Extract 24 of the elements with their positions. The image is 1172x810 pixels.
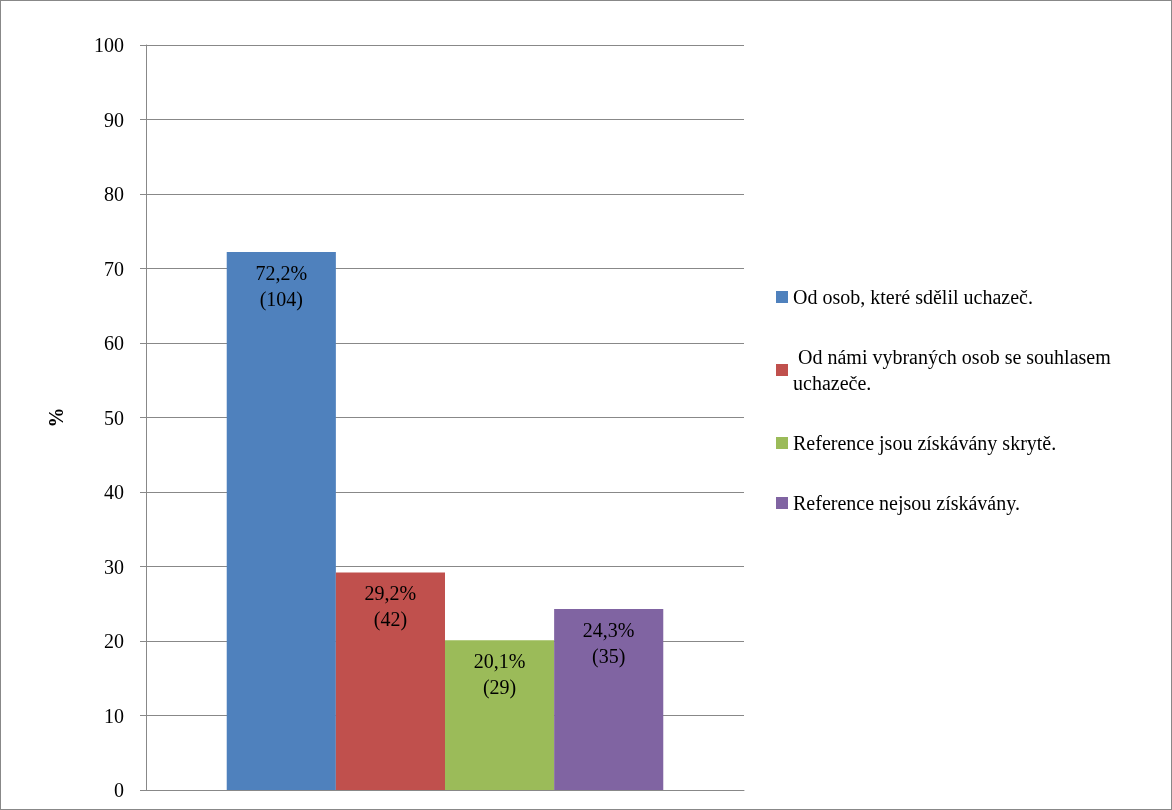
y-tick-label: 60 [104, 332, 124, 354]
data-label: 29,2% (42) [364, 582, 417, 632]
y-tick-label: 10 [104, 704, 124, 727]
y-tick-label: 50 [104, 406, 124, 429]
data-label: 72,2% (104) [255, 262, 308, 312]
bar [226, 252, 336, 790]
y-tick-label: 0 [114, 779, 124, 801]
y-tick-label: 40 [104, 481, 124, 503]
y-tick-label: 100 [94, 34, 124, 56]
legend-label: Od osob, které sdělil uchazeč. [793, 286, 1033, 308]
y-axis-title: % [45, 407, 67, 428]
y-tick-label: 70 [104, 257, 124, 280]
bar [554, 608, 664, 790]
y-tick-label: 80 [104, 183, 124, 205]
y-tick-label: 30 [104, 555, 124, 578]
legend-label: Reference jsou získávány skrytě. [793, 432, 1057, 455]
bar [335, 572, 445, 790]
y-tick-label: 20 [104, 630, 124, 652]
data-label: 24,3% (35) [582, 618, 635, 668]
legend-label: Reference nejsou získávány. [793, 492, 1020, 515]
y-tick-label: 90 [104, 108, 124, 131]
bar [445, 640, 555, 790]
data-label: 20,1% (29) [473, 650, 526, 700]
legend-label: Od námi vybraných osob se souhlasem uchazeče. [793, 346, 1116, 394]
